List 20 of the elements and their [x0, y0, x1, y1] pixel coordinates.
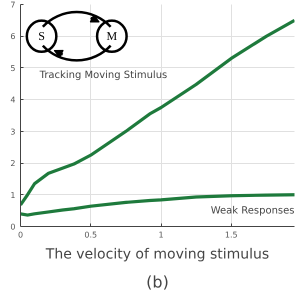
y-tick-label: 0 — [10, 222, 16, 232]
x-tick-label: 1.5 — [224, 230, 238, 240]
y-tick-label: 4 — [10, 96, 16, 105]
y-tick-label: 5 — [10, 64, 16, 73]
x-tick-label: 0.5 — [84, 230, 98, 240]
x-tick-label: 0 — [18, 230, 24, 240]
y-tick-label: 6 — [10, 32, 16, 42]
text: (b) — [146, 272, 169, 292]
y-tick-label: 3 — [10, 127, 16, 136]
annotation: M — [106, 29, 118, 44]
y-tick-label: 2 — [10, 159, 16, 168]
x-tick-label: 1 — [158, 230, 164, 240]
line-series — [20, 18, 294, 207]
annotation: S — [38, 29, 45, 44]
line-series — [20, 193, 294, 217]
series-label: Weak Responses — [210, 205, 295, 216]
y-tick-label: 1 — [10, 190, 16, 200]
y-tick-label: 7 — [10, 0, 16, 10]
series-label: Tracking Moving Stimulus — [38, 70, 168, 82]
x-axis-title: The velocity of moving stimulus — [44, 246, 270, 262]
